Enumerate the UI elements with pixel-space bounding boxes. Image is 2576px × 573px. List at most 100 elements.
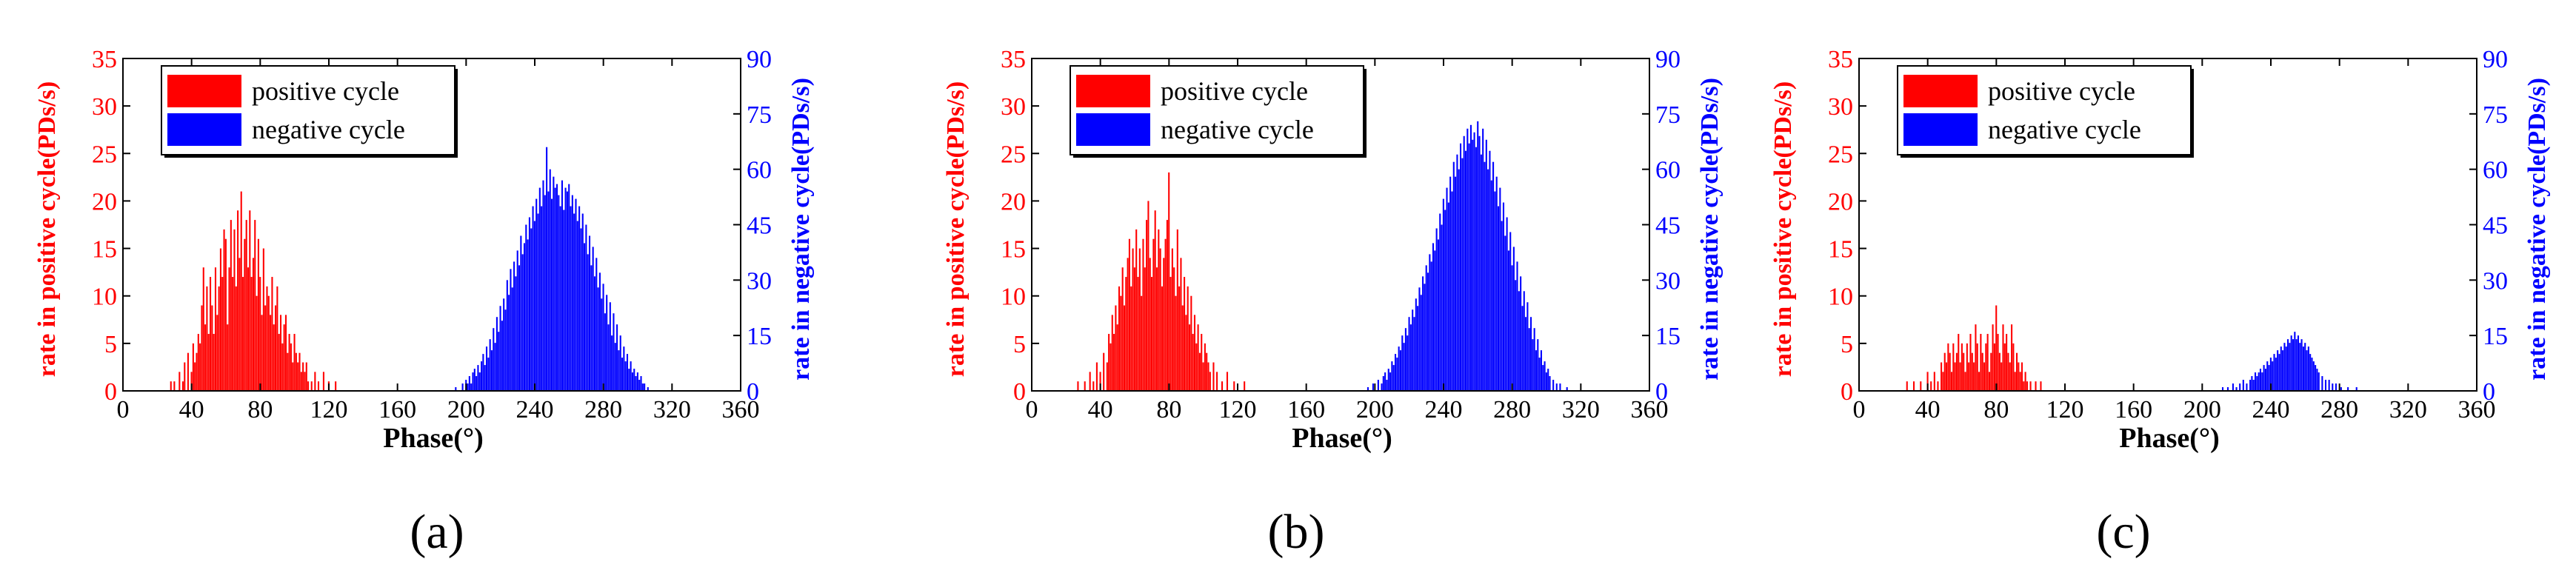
bar — [628, 369, 630, 391]
bar — [616, 324, 618, 391]
bar — [1971, 352, 1973, 391]
bar — [619, 335, 621, 391]
bar — [490, 350, 493, 391]
bar — [578, 206, 581, 391]
bar — [487, 358, 490, 391]
bar — [489, 339, 491, 391]
bar — [1549, 376, 1551, 391]
bar — [635, 376, 637, 391]
bar — [2239, 383, 2241, 391]
bar — [1952, 343, 1955, 391]
bar — [1986, 334, 1989, 391]
y-right-axis-title: rate in negative cycle(PDs/s) — [1696, 78, 1724, 381]
bar — [2299, 343, 2301, 391]
panel-label: (a) — [410, 505, 464, 559]
bar — [2285, 346, 2287, 391]
y-right-tick-label: 45 — [2483, 212, 2508, 240]
bar — [1545, 372, 1547, 391]
bar — [1192, 334, 1194, 391]
bar — [2002, 324, 2004, 391]
x-tick-label: 280 — [1493, 396, 1531, 423]
y-left-axis-title: rate in positive cycle(PDs/s) — [1769, 81, 1797, 377]
bar — [1163, 258, 1165, 391]
bar — [218, 286, 220, 391]
bar — [624, 361, 627, 391]
bar — [513, 261, 515, 391]
bar — [1933, 372, 1935, 391]
panel-label: (c) — [2096, 505, 2150, 559]
bar — [256, 295, 258, 391]
bar — [2295, 339, 2298, 391]
bar — [1499, 187, 1501, 392]
x-tick-label: 120 — [310, 396, 348, 423]
bar — [2011, 324, 2013, 391]
bar — [1484, 161, 1486, 391]
x-tick-label: 160 — [378, 396, 416, 423]
bar — [1197, 324, 1199, 391]
bar — [493, 328, 495, 391]
series-positive-cycle — [1906, 305, 2042, 391]
x-tick-label: 320 — [1562, 396, 1600, 423]
y-left-tick-label: 25 — [1001, 141, 1026, 168]
bar — [566, 191, 568, 391]
bar — [1130, 286, 1132, 391]
bar — [1396, 358, 1398, 391]
bar — [551, 198, 553, 391]
bar — [2221, 387, 2224, 391]
bar — [1401, 335, 1404, 391]
bar — [206, 286, 208, 391]
x-axis: 0 40 80 120 160 200 240 280 320 360 — [1853, 58, 2496, 423]
bar — [1985, 343, 1987, 391]
series-negative-cycle — [2221, 332, 2358, 391]
bar — [2309, 354, 2312, 391]
bar — [2282, 350, 2284, 391]
bar — [1461, 158, 1464, 391]
bar — [276, 286, 278, 391]
bar — [2263, 365, 2265, 391]
y-left-tick-label: 25 — [92, 141, 117, 168]
bar — [535, 198, 538, 391]
bar — [1509, 232, 1512, 391]
bar — [1154, 210, 1156, 391]
x-axis-title: Phase(°) — [383, 423, 484, 454]
bar — [2269, 358, 2272, 391]
bar — [275, 305, 277, 391]
bar — [1427, 272, 1429, 391]
bar — [2315, 365, 2317, 391]
bar — [1169, 277, 1172, 391]
bar — [472, 372, 474, 391]
bar — [2306, 350, 2308, 391]
bar — [1973, 362, 1975, 391]
bar — [568, 184, 570, 391]
bar — [1501, 221, 1503, 391]
bar — [2307, 346, 2309, 391]
bar — [1108, 334, 1110, 391]
bar — [485, 346, 488, 391]
bar — [1372, 383, 1374, 391]
bar — [1463, 135, 1465, 391]
y-left-tick-label: 30 — [1001, 93, 1026, 121]
bar — [1528, 328, 1530, 391]
y-right-tick-label: 75 — [1655, 101, 1681, 129]
bar — [1540, 350, 1542, 391]
x-tick-label: 240 — [516, 396, 554, 423]
y-right-tick-label: 75 — [2483, 101, 2508, 129]
bar — [2226, 387, 2229, 391]
bar — [196, 352, 198, 391]
x-tick-label: 40 — [1088, 396, 1113, 423]
x-axis-title: Phase(°) — [2119, 423, 2220, 454]
bar — [510, 269, 512, 391]
bar — [1202, 362, 1204, 391]
bar — [213, 334, 215, 391]
bar — [1949, 352, 1951, 391]
bar — [2287, 339, 2289, 391]
bar — [520, 235, 522, 391]
bar — [290, 343, 292, 391]
y-right-tick-label: 30 — [1655, 267, 1681, 295]
bar — [270, 315, 272, 391]
legend: positive cycle negative cycle — [1897, 65, 2194, 158]
bar — [178, 372, 181, 391]
bar — [211, 305, 213, 391]
bar — [1244, 381, 1246, 391]
bar — [1413, 317, 1415, 391]
